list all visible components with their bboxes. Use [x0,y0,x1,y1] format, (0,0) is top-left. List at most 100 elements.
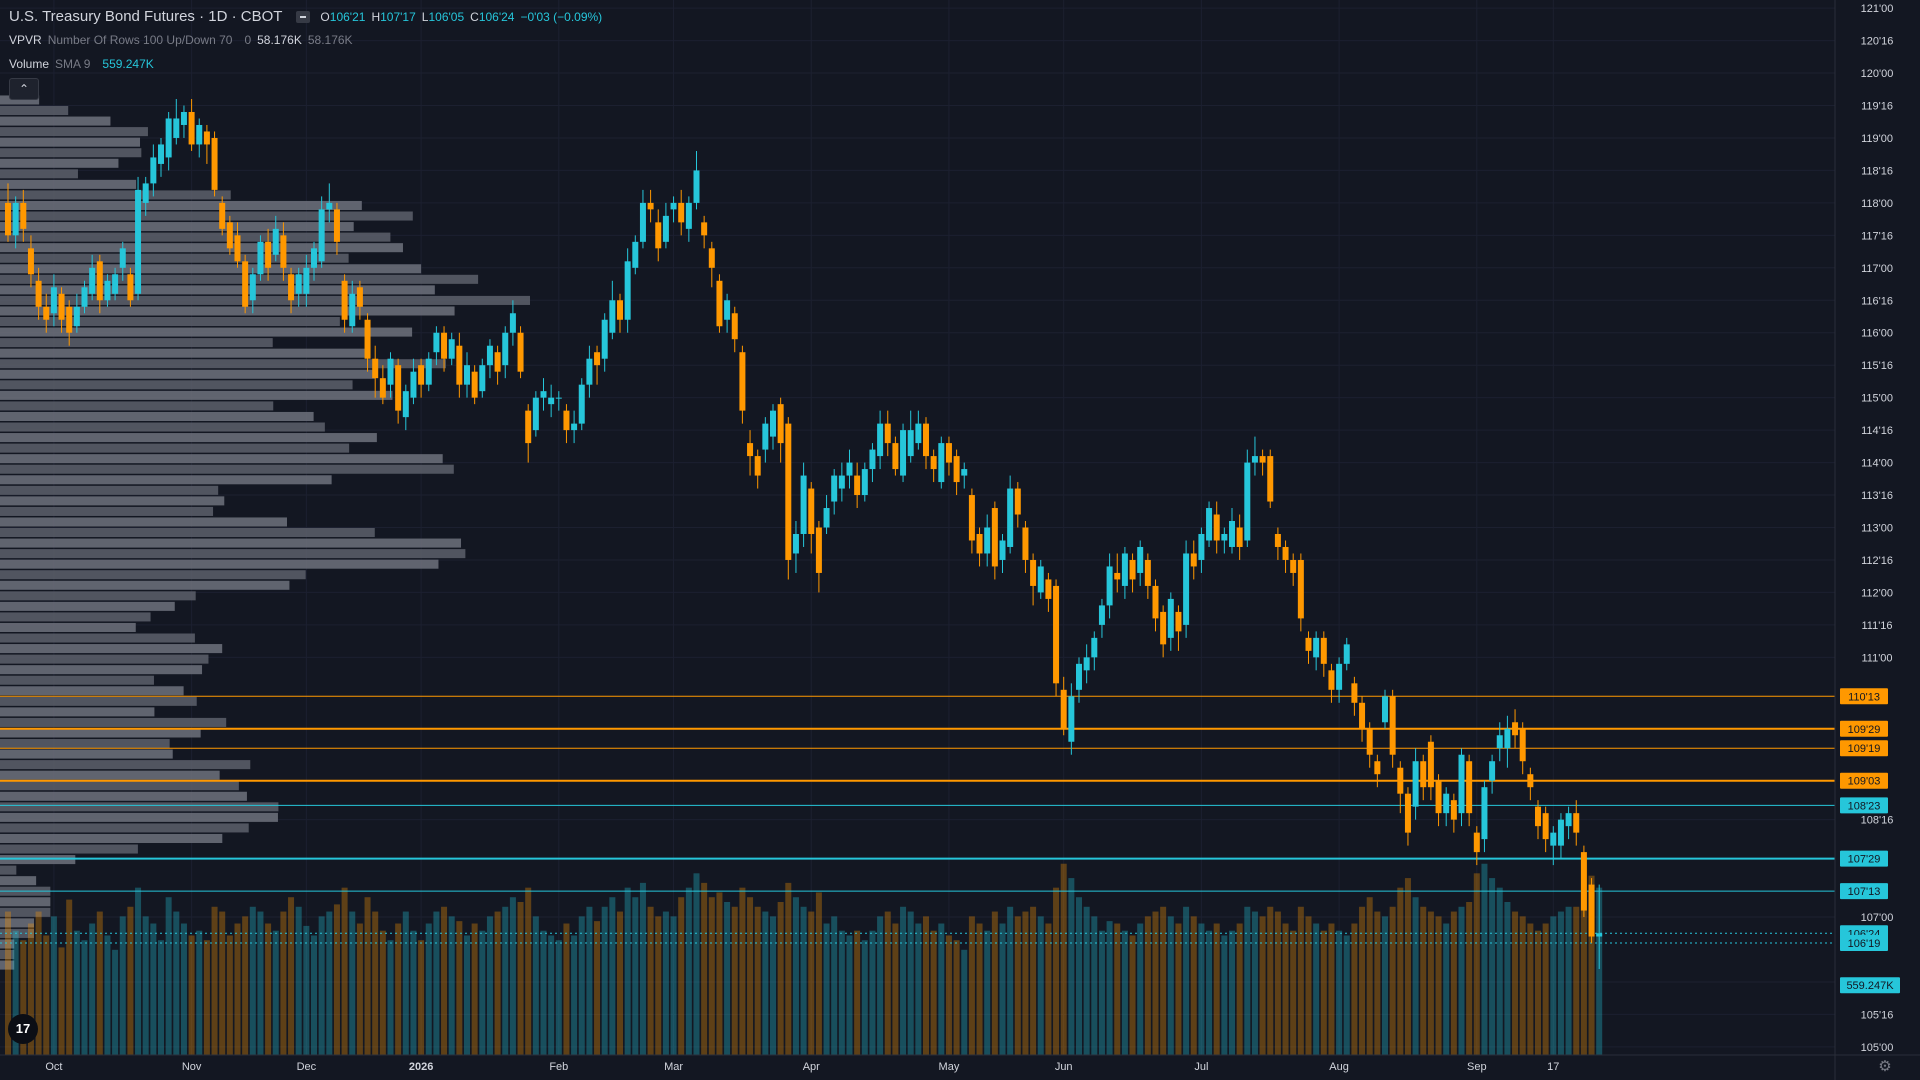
candle-body [1053,586,1059,683]
candle-body [1520,729,1526,761]
candle-body [365,320,371,359]
volume-profile-row [0,233,390,242]
volume-profile-row [0,845,138,854]
price-level-tag-label: 109'19 [1848,743,1881,755]
price-level-tag-label: 106'19 [1848,938,1881,950]
time-tick-label: 2026 [409,1061,433,1073]
volume-bar [1122,931,1128,1055]
volume-profile-row [0,475,332,484]
volume-bar [288,897,294,1055]
collapse-legend-button[interactable]: ⌃ [9,78,39,100]
volume-bar [1359,907,1365,1055]
volume-bar [847,935,853,1055]
symbol-title[interactable]: U.S. Treasury Bond Futures · 1D · CBOT [9,8,282,25]
candle-body [1191,553,1197,566]
candle-body [1145,560,1151,586]
volume-bar [602,907,608,1055]
candle-body [495,352,501,371]
volume-bar [854,931,860,1055]
volume-profile-row [0,380,353,389]
candle-body [250,274,256,300]
candle-body [1290,560,1296,573]
candle-body [212,138,218,190]
candle-body [20,203,26,229]
volume-profile-row [0,549,465,558]
candle-body [1122,553,1128,585]
volume-bar [112,950,118,1055]
candle-body [273,229,279,255]
vpvr-value-1: 58.176K [257,33,302,47]
candle-body [28,248,34,274]
volume-bar [739,888,745,1055]
vpvr-name[interactable]: VPVR [9,33,42,47]
volume-bar [212,907,218,1055]
candle-body [1382,696,1388,722]
candle-body [1045,579,1051,598]
candle-body [1000,540,1006,559]
candle-body [816,528,822,573]
candle-body [1298,560,1304,618]
volume-profile-row [0,581,289,590]
volume-name[interactable]: Volume [9,57,49,71]
candle-body [992,508,998,566]
volume-bar [541,931,547,1055]
price-tick-label: 115'00 [1861,393,1893,405]
legend-main[interactable]: U.S. Treasury Bond Futures · 1D · CBOT O… [9,8,602,25]
candle-body [839,476,845,489]
volume-profile-row [0,539,461,548]
candle-body [1206,508,1212,540]
candle-body [533,398,539,430]
candle-body [571,424,577,430]
time-tick-label: Oct [45,1061,62,1073]
price-tick-label: 119'16 [1861,101,1893,113]
volume-bar [365,897,371,1055]
settings-gear-button[interactable]: ⚙ [1876,1058,1894,1076]
volume-bar [135,888,141,1055]
candle-body [1229,521,1235,547]
volume-bar [1336,931,1342,1055]
minus-icon[interactable] [296,11,310,23]
candle-body [831,476,837,502]
volume-profile-row [0,412,314,421]
volume-bar [1260,916,1266,1055]
logo-text: 17 [16,1021,30,1036]
candle-body [242,261,248,306]
candle-body [1137,547,1143,573]
volume-profile-row [0,634,195,643]
volume-profile-row [0,528,375,537]
volume-bar [1550,916,1556,1055]
price-level-tag-label: 107'13 [1848,886,1881,898]
price-level-tag-label: 108'23 [1848,800,1881,812]
open-value: 106'21 [330,10,366,24]
volume-params: SMA 9 [55,57,90,71]
legend-vpvr[interactable]: VPVR Number Of Rows 100 Up/Down 70 0 58.… [9,33,353,47]
candle-body [1313,638,1319,657]
volume-bar [1091,916,1097,1055]
volume-bar [311,935,317,1055]
tradingview-logo[interactable]: 17 [8,1014,38,1044]
volume-bar [984,931,990,1055]
low-value: 106'05 [428,10,464,24]
candle-body [793,534,799,553]
candle-body [931,456,937,469]
volume-bar [609,897,615,1055]
candle-body [747,443,753,456]
volume-profile-row [0,454,443,463]
candle-body [1114,573,1120,579]
volume-bar [648,907,654,1055]
volume-bar [1489,878,1495,1055]
candle-body [602,320,608,359]
candle-body [403,391,409,417]
candle-body [977,534,983,553]
legend-volume[interactable]: Volume SMA 9 559.247K [9,57,154,71]
volume-bar [204,940,210,1055]
candle-body [311,248,317,267]
price-tick-label: 117'00 [1861,263,1893,275]
volume-bar [1520,916,1526,1055]
candle-body [173,118,179,137]
volume-bar [1481,864,1487,1055]
candle-body [1336,664,1342,690]
candle-body [1474,833,1480,852]
volume-bar [74,931,80,1055]
